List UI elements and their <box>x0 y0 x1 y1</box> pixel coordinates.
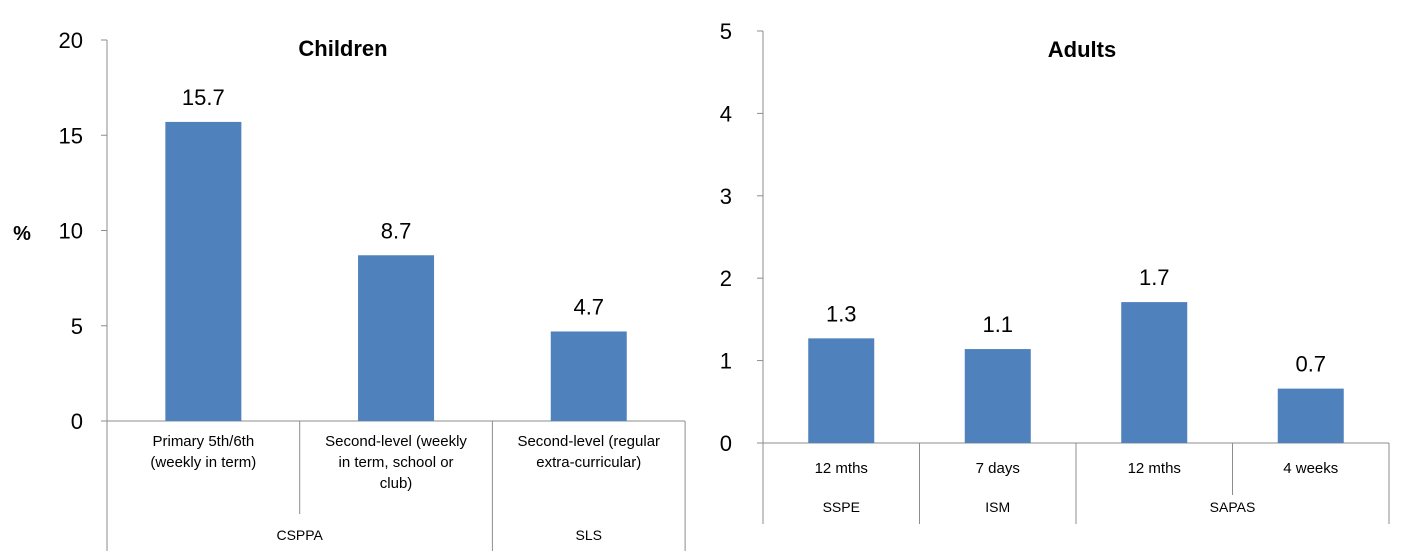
y-tick-label: 4 <box>720 101 732 126</box>
x-category-label: Primary 5th/6th <box>152 433 254 450</box>
x-group-label: SAPAS <box>1210 499 1256 515</box>
x-group-label: ISM <box>985 499 1010 515</box>
y-tick-label: 10 <box>59 219 83 244</box>
chart-title: Adults <box>1048 37 1116 62</box>
y-tick-label: 1 <box>720 349 732 374</box>
x-category-label: 7 days <box>976 460 1020 477</box>
x-category-label: 12 mths <box>1128 460 1181 477</box>
x-category-label: 12 mths <box>815 460 868 477</box>
bar <box>964 349 1031 443</box>
bar <box>550 331 627 421</box>
data-label: 1.7 <box>1139 265 1170 290</box>
x-group-label: CSPPA <box>276 527 323 543</box>
y-tick-label: 15 <box>59 123 83 148</box>
data-label: 0.7 <box>1295 352 1326 377</box>
data-label: 1.3 <box>826 301 857 326</box>
y-tick-label: 0 <box>71 409 83 434</box>
bar <box>1277 388 1344 443</box>
y-tick-label: 5 <box>71 314 83 339</box>
x-category-label: club) <box>380 475 413 492</box>
bar <box>165 121 242 421</box>
x-category-label: Second-level (regular <box>517 433 660 450</box>
data-label: 8.7 <box>381 218 412 243</box>
y-tick-label: 20 <box>59 28 83 53</box>
data-label: 15.7 <box>182 85 225 110</box>
y-tick-label: 2 <box>720 266 732 291</box>
y-axis-label: % <box>13 223 31 245</box>
y-tick-label: 0 <box>720 431 732 456</box>
y-tick-label: 5 <box>720 19 732 44</box>
data-label: 1.1 <box>982 312 1013 337</box>
x-category-label: 4 weeks <box>1283 460 1338 477</box>
x-group-label: SSPE <box>823 499 860 515</box>
bar <box>358 255 435 421</box>
bar <box>808 338 875 443</box>
x-category-label: extra-curricular) <box>536 454 641 471</box>
x-category-label: Second-level (weekly <box>325 433 467 450</box>
chart-title: Children <box>298 36 387 61</box>
x-group-label: SLS <box>576 527 602 543</box>
bar <box>1121 302 1188 443</box>
x-category-label: in term, school or <box>339 454 454 471</box>
x-category-label: (weekly in term) <box>150 454 256 471</box>
y-tick-label: 3 <box>720 184 732 209</box>
data-label: 4.7 <box>573 294 604 319</box>
